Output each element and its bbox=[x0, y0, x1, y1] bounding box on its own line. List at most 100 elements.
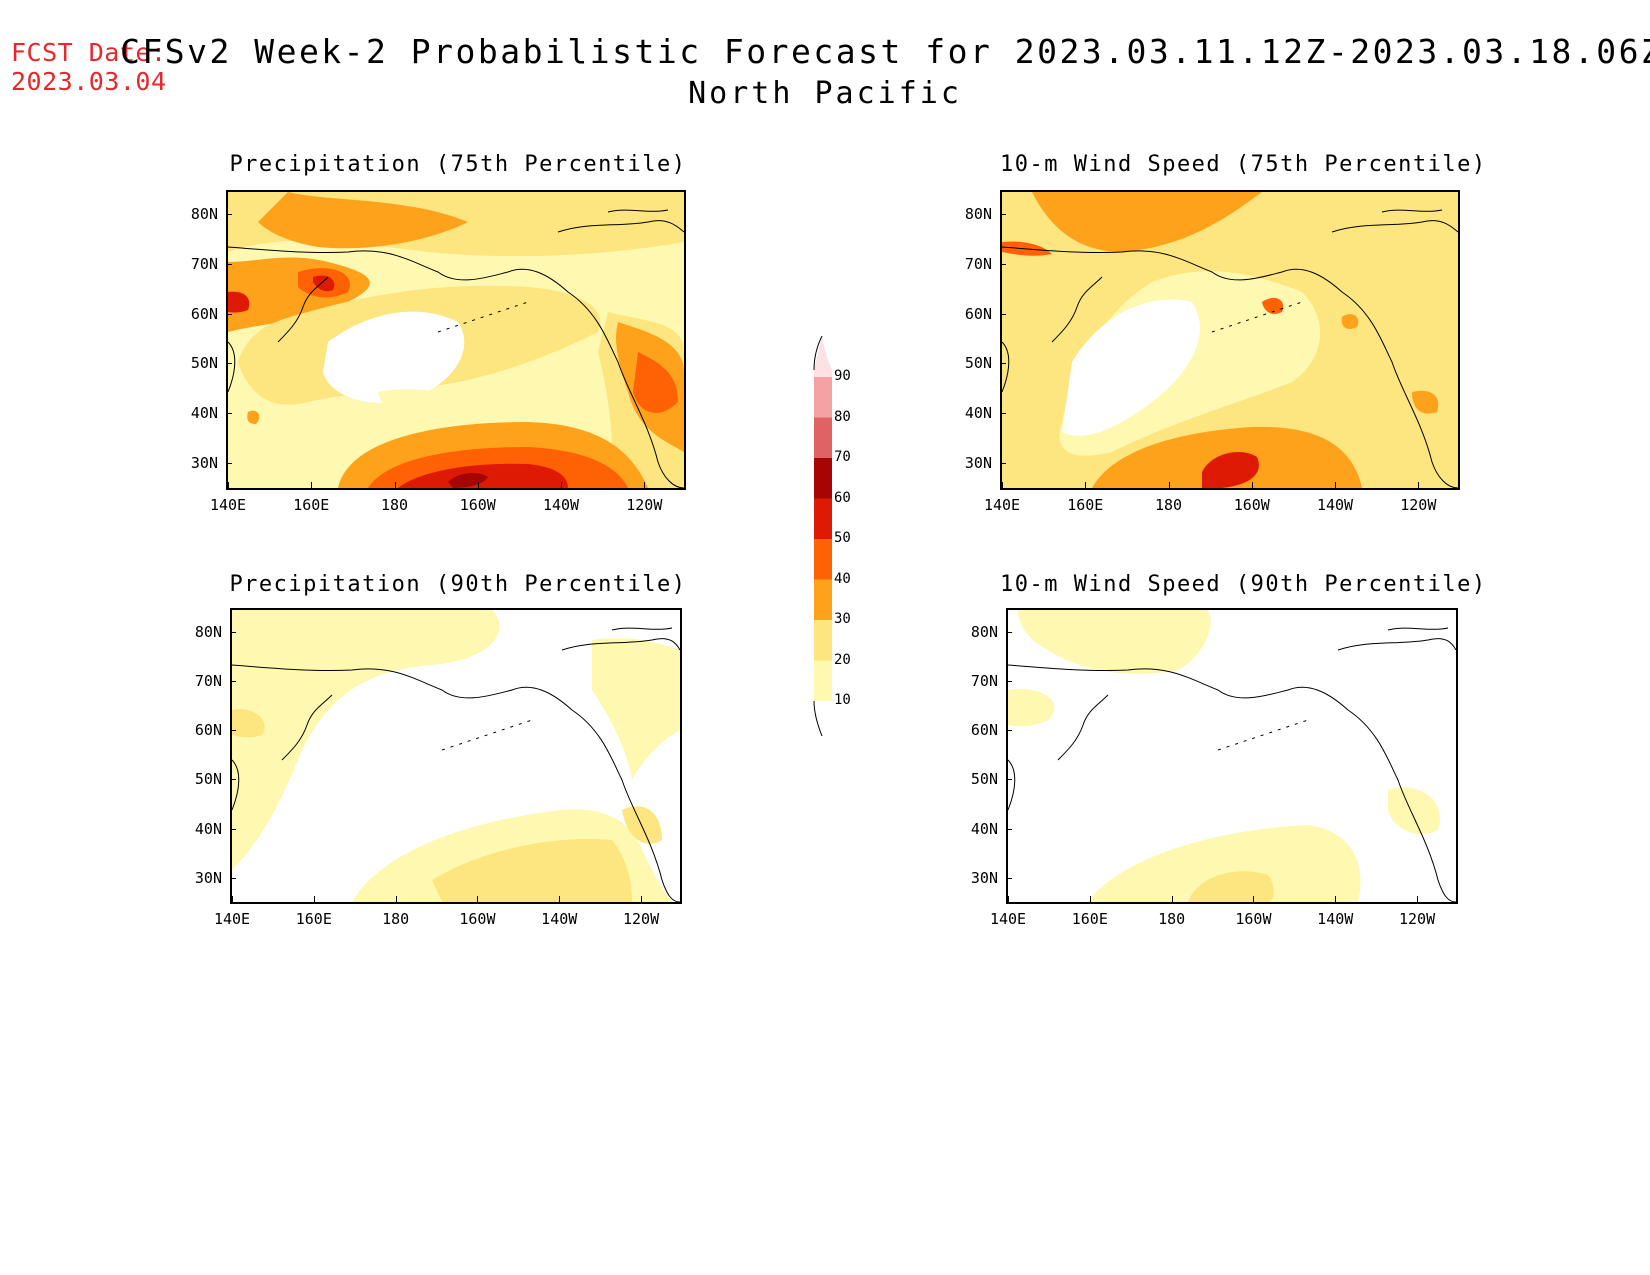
colorbar-level-label: 70 bbox=[834, 449, 851, 465]
lat-tick-mark bbox=[230, 779, 236, 781]
map-wind-75-canvas bbox=[1002, 192, 1458, 488]
lon-tick-label: 160E bbox=[1071, 910, 1108, 928]
lat-tick-mark bbox=[226, 263, 232, 265]
lon-tick-mark bbox=[1418, 482, 1420, 488]
panel-title: 10-m Wind Speed (75th Percentile) bbox=[1000, 152, 1487, 177]
map-wind-90 bbox=[1006, 608, 1458, 904]
colorbar-canvas bbox=[813, 336, 832, 736]
lon-tick-label: 120W bbox=[1400, 496, 1437, 514]
lon-tick-mark bbox=[644, 482, 646, 488]
fcst-date-block: FCST Date: 2023.03.04 bbox=[11, 38, 167, 96]
colorbar-box bbox=[814, 498, 832, 539]
lat-tick-mark bbox=[1006, 730, 1012, 732]
lon-tick-label: 140W bbox=[542, 496, 580, 514]
panel-title: Precipitation (90th Percentile) bbox=[229, 572, 687, 597]
lon-tick-label: 140E bbox=[989, 910, 1027, 928]
lon-tick-mark bbox=[311, 482, 313, 488]
lon-tick-label: 120W bbox=[622, 910, 660, 928]
lat-tick-mark bbox=[1000, 263, 1006, 265]
colorbar-box bbox=[814, 370, 832, 377]
lon-tick-mark bbox=[1335, 896, 1337, 902]
colorbar-level-label: 50 bbox=[834, 530, 851, 546]
lon-tick-mark bbox=[395, 896, 397, 902]
lat-tick-label: 30N bbox=[194, 868, 222, 887]
lon-tick-label: 140W bbox=[1316, 496, 1354, 514]
lon-tick-label: 180 bbox=[380, 496, 409, 514]
panel-title: 10-m Wind Speed (90th Percentile) bbox=[1000, 572, 1487, 597]
colorbar-level-label: 60 bbox=[834, 489, 851, 506]
colorbar-level-label: 20 bbox=[834, 651, 851, 668]
lon-tick-mark bbox=[561, 482, 563, 488]
lon-tick-mark bbox=[232, 896, 233, 902]
colorbar-top-triangle bbox=[814, 336, 832, 370]
lat-tick-label: 70N bbox=[964, 254, 992, 273]
map-precip-90 bbox=[230, 608, 682, 904]
lon-tick-mark bbox=[1085, 482, 1087, 488]
lon-tick-mark bbox=[641, 896, 643, 902]
map-wind-75 bbox=[1000, 190, 1460, 490]
lat-tick-mark bbox=[230, 877, 236, 879]
main-title-block: CFSv2 Week-2 Probabilistic Forecast for … bbox=[0, 32, 1650, 120]
lat-tick-label: 80N bbox=[194, 623, 222, 641]
colorbar-box bbox=[814, 458, 832, 499]
lat-tick-mark bbox=[230, 828, 236, 830]
colorbar-level-label: 40 bbox=[834, 570, 851, 587]
lon-tick-mark bbox=[477, 896, 479, 902]
colorbar-box bbox=[814, 579, 832, 620]
lon-tick-label: 160W bbox=[1233, 496, 1270, 514]
colorbar-box bbox=[814, 660, 832, 701]
lon-tick-label: 140E bbox=[209, 496, 247, 514]
lon-tick-label: 180 bbox=[382, 910, 410, 928]
lat-tick-label: 60N bbox=[190, 304, 218, 323]
lat-tick-label: 60N bbox=[194, 721, 222, 740]
lat-tick-label: 30N bbox=[964, 454, 992, 472]
lon-tick-mark bbox=[1089, 896, 1091, 902]
colorbar-box bbox=[814, 417, 832, 458]
lon-tick-label: 140W bbox=[1317, 910, 1354, 928]
lat-tick-label: 70N bbox=[190, 254, 218, 273]
lat-tick-label: 50N bbox=[970, 770, 998, 789]
lon-tick-label: 140W bbox=[541, 910, 578, 928]
lat-tick-label: 30N bbox=[190, 454, 218, 472]
lat-tick-mark bbox=[226, 363, 232, 365]
lat-tick-mark bbox=[1000, 313, 1006, 315]
colorbar-box bbox=[814, 377, 832, 418]
lat-tick-mark bbox=[226, 413, 232, 415]
lon-tick-mark bbox=[1168, 482, 1170, 488]
lat-tick-mark bbox=[1006, 828, 1012, 830]
lat-tick-label: 40N bbox=[964, 404, 992, 423]
lon-tick-label: 140E bbox=[983, 496, 1021, 514]
panel-title: Precipitation (75th Percentile) bbox=[229, 152, 687, 177]
lat-tick-mark bbox=[1000, 214, 1006, 215]
lat-tick-mark bbox=[226, 313, 232, 315]
lat-tick-label: 40N bbox=[194, 819, 222, 838]
lon-tick-label: 160E bbox=[293, 496, 330, 514]
lon-tick-label: 120W bbox=[626, 496, 663, 514]
lat-tick-label: 40N bbox=[190, 404, 218, 423]
lat-tick-label: 60N bbox=[970, 721, 998, 740]
lat-tick-mark bbox=[1006, 877, 1012, 879]
lat-tick-label: 50N bbox=[964, 354, 992, 373]
lat-tick-mark bbox=[1006, 632, 1012, 633]
lon-tick-mark bbox=[1253, 896, 1255, 902]
lat-tick-mark bbox=[1000, 463, 1006, 464]
lat-tick-label: 80N bbox=[970, 623, 998, 641]
lat-tick-mark bbox=[230, 730, 236, 732]
lon-tick-mark bbox=[1251, 482, 1253, 488]
lon-tick-label: 160E bbox=[1067, 496, 1104, 514]
lat-tick-label: 80N bbox=[964, 205, 992, 223]
lat-tick-label: 60N bbox=[964, 304, 992, 323]
lon-tick-mark bbox=[477, 482, 479, 488]
lon-tick-mark bbox=[228, 482, 229, 488]
lat-tick-label: 70N bbox=[970, 672, 998, 691]
lat-tick-mark bbox=[1000, 363, 1006, 365]
lat-tick-mark bbox=[230, 681, 236, 683]
map-wind-90-canvas bbox=[1008, 610, 1456, 902]
map-precip-75-canvas bbox=[228, 192, 684, 488]
lon-tick-label: 180 bbox=[1158, 910, 1186, 928]
lon-tick-mark bbox=[1335, 482, 1337, 488]
lon-tick-mark bbox=[559, 896, 561, 902]
lon-tick-mark bbox=[1171, 896, 1173, 902]
lat-tick-label: 30N bbox=[970, 868, 998, 887]
lon-tick-label: 120W bbox=[1398, 910, 1436, 928]
